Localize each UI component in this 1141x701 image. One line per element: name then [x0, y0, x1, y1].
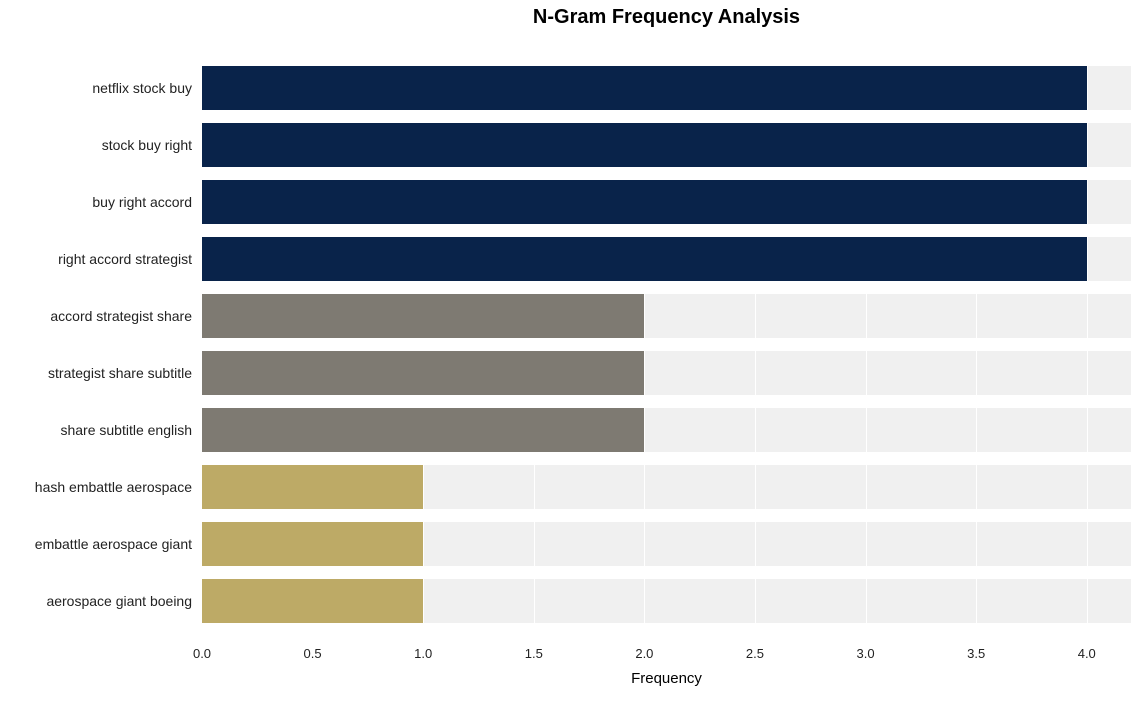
y-tick-label: embattle aerospace giant — [0, 536, 192, 552]
y-tick-label: aerospace giant boeing — [0, 593, 192, 609]
y-tick-label: accord strategist share — [0, 308, 192, 324]
y-tick-label: netflix stock buy — [0, 80, 192, 96]
y-tick-label: buy right accord — [0, 194, 192, 210]
row-gutter — [202, 36, 1131, 66]
chart-title: N-Gram Frequency Analysis — [202, 6, 1131, 29]
x-tick-label: 1.5 — [525, 646, 543, 661]
bar — [202, 351, 644, 395]
row-gutter — [202, 566, 1131, 579]
x-axis-label: Frequency — [202, 670, 1131, 687]
row-gutter — [202, 509, 1131, 522]
x-tick-label: 3.0 — [857, 646, 875, 661]
bar — [202, 408, 644, 452]
bar — [202, 66, 1087, 110]
y-tick-label: stock buy right — [0, 137, 192, 153]
x-tick-label: 2.5 — [746, 646, 764, 661]
row-gutter — [202, 167, 1131, 180]
bar — [202, 465, 423, 509]
row-gutter — [202, 395, 1131, 408]
row-gutter — [202, 281, 1131, 294]
row-gutter — [202, 338, 1131, 351]
x-tick-label: 2.0 — [635, 646, 653, 661]
bar — [202, 180, 1087, 224]
bar — [202, 237, 1087, 281]
bar — [202, 123, 1087, 167]
row-gutter — [202, 452, 1131, 465]
bar — [202, 579, 423, 623]
bar — [202, 522, 423, 566]
plot-area — [202, 36, 1131, 640]
ngram-frequency-chart: N-Gram Frequency Analysis Frequency 0.0 0… — [0, 0, 1141, 701]
row-gutter — [202, 224, 1131, 237]
row-gutter — [202, 110, 1131, 123]
x-tick-label: 1.0 — [414, 646, 432, 661]
y-tick-label: right accord strategist — [0, 251, 192, 267]
x-tick-label: 4.0 — [1078, 646, 1096, 661]
y-tick-label: strategist share subtitle — [0, 365, 192, 381]
bar — [202, 294, 644, 338]
y-tick-label: hash embattle aerospace — [0, 479, 192, 495]
x-tick-label: 3.5 — [967, 646, 985, 661]
x-tick-label: 0.5 — [304, 646, 322, 661]
x-tick-label: 0.0 — [193, 646, 211, 661]
y-tick-label: share subtitle english — [0, 422, 192, 438]
row-gutter — [202, 623, 1131, 640]
